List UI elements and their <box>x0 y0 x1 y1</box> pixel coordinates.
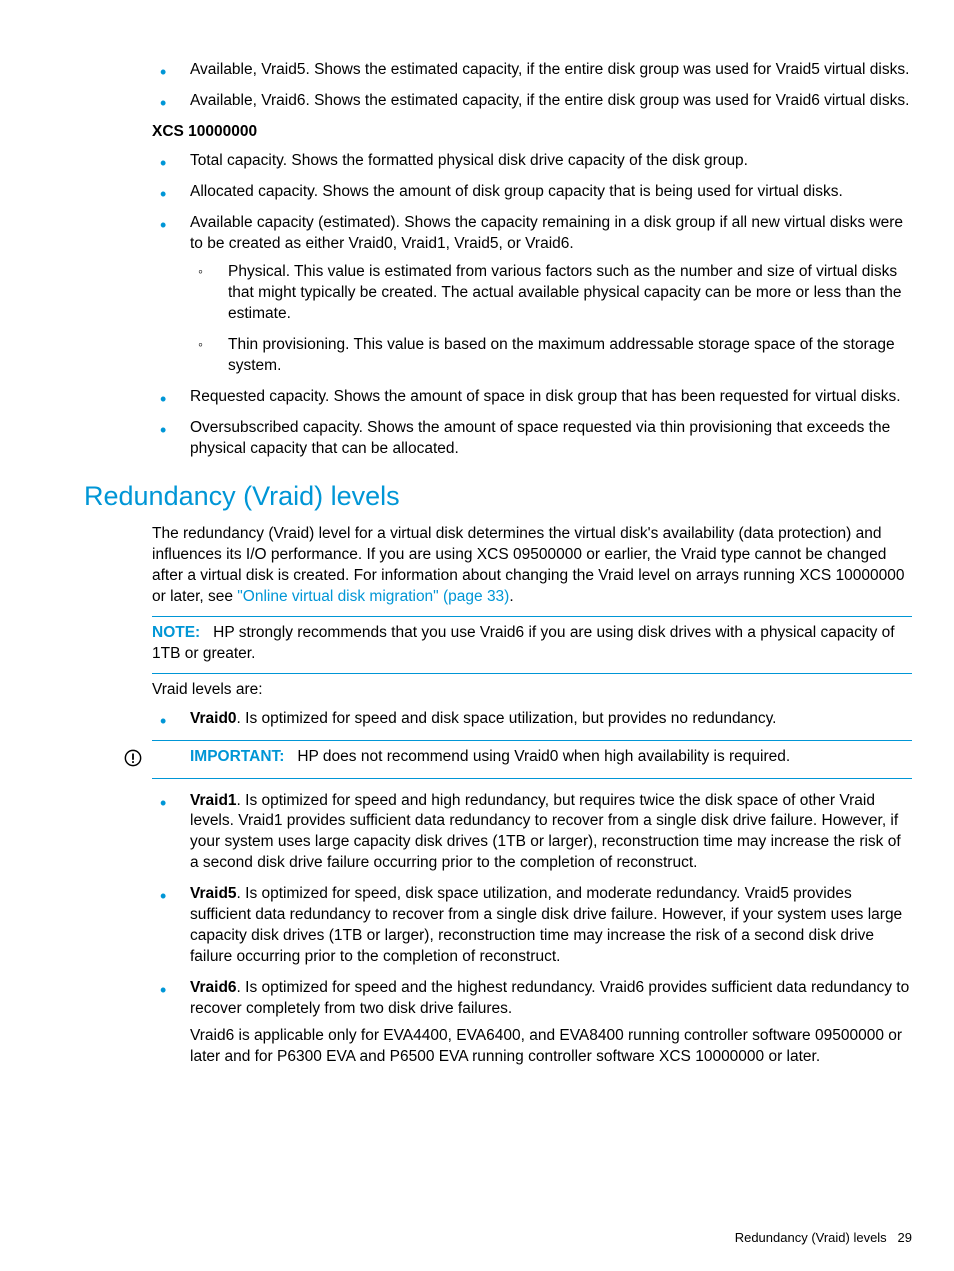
list-item: Physical. This value is estimated from v… <box>190 262 912 325</box>
note-label: NOTE: <box>152 624 200 641</box>
intro-post: . <box>509 588 513 605</box>
vraid1-name: Vraid1 <box>190 792 237 809</box>
vraid-rest-list: Vraid1. Is optimized for speed and high … <box>152 791 912 1020</box>
section-title: Redundancy (Vraid) levels <box>84 478 912 514</box>
list-item: Total capacity. Shows the formatted phys… <box>152 151 912 172</box>
divider <box>152 778 912 779</box>
vraid0-list: Vraid0. Is optimized for speed and disk … <box>152 709 912 730</box>
important-text: HP does not recommend using Vraid0 when … <box>297 748 790 765</box>
caution-icon <box>124 749 142 767</box>
vraid0-text: . Is optimized for speed and disk space … <box>237 710 777 727</box>
vraid6-extra: Vraid6 is applicable only for EVA4400, E… <box>152 1026 912 1068</box>
list-item: Thin provisioning. This value is based o… <box>190 335 912 377</box>
footer-page: 29 <box>898 1230 912 1245</box>
top-list: Available, Vraid5. Shows the estimated c… <box>152 60 912 112</box>
page-footer: Redundancy (Vraid) levels 29 <box>735 1229 912 1247</box>
divider <box>152 740 912 741</box>
intro-paragraph: The redundancy (Vraid) level for a virtu… <box>152 524 912 608</box>
list-item: Vraid5. Is optimized for speed, disk spa… <box>152 884 912 968</box>
xcs-heading: XCS 10000000 <box>152 122 912 143</box>
vraid6-text: . Is optimized for speed and the highest… <box>190 979 909 1017</box>
page-content: Available, Vraid5. Shows the estimated c… <box>152 60 912 1068</box>
list-item: Available, Vraid6. Shows the estimated c… <box>152 91 912 112</box>
important-label: IMPORTANT: <box>190 748 284 765</box>
list-item: Available, Vraid5. Shows the estimated c… <box>152 60 912 81</box>
footer-title: Redundancy (Vraid) levels <box>735 1230 887 1245</box>
list-item: Vraid6. Is optimized for speed and the h… <box>152 978 912 1020</box>
list-item: Vraid0. Is optimized for speed and disk … <box>152 709 912 730</box>
vraid0-name: Vraid0 <box>190 710 237 727</box>
vraid1-text: . Is optimized for speed and high redund… <box>190 792 901 872</box>
migration-link[interactable]: "Online virtual disk migration" (page 33… <box>237 588 509 605</box>
list-item: Allocated capacity. Shows the amount of … <box>152 182 912 203</box>
vraid5-text: . Is optimized for speed, disk space uti… <box>190 885 902 965</box>
vraid6-name: Vraid6 <box>190 979 237 996</box>
divider <box>152 616 912 617</box>
divider <box>152 673 912 674</box>
list-item: Oversubscribed capacity. Shows the amoun… <box>152 418 912 460</box>
xcs-list: Total capacity. Shows the formatted phys… <box>152 151 912 460</box>
list-item: Requested capacity. Shows the amount of … <box>152 387 912 408</box>
important-block: IMPORTANT: HP does not recommend using V… <box>152 747 912 768</box>
sub-list: Physical. This value is estimated from v… <box>190 262 912 377</box>
list-item: Available capacity (estimated). Shows th… <box>152 213 912 377</box>
levels-intro: Vraid levels are: <box>152 680 912 701</box>
vraid5-name: Vraid5 <box>190 885 237 902</box>
list-item-text: Available capacity (estimated). Shows th… <box>190 214 903 252</box>
note-block: NOTE: HP strongly recommends that you us… <box>152 623 912 665</box>
note-text: HP strongly recommends that you use Vrai… <box>152 624 895 662</box>
list-item: Vraid1. Is optimized for speed and high … <box>152 791 912 875</box>
